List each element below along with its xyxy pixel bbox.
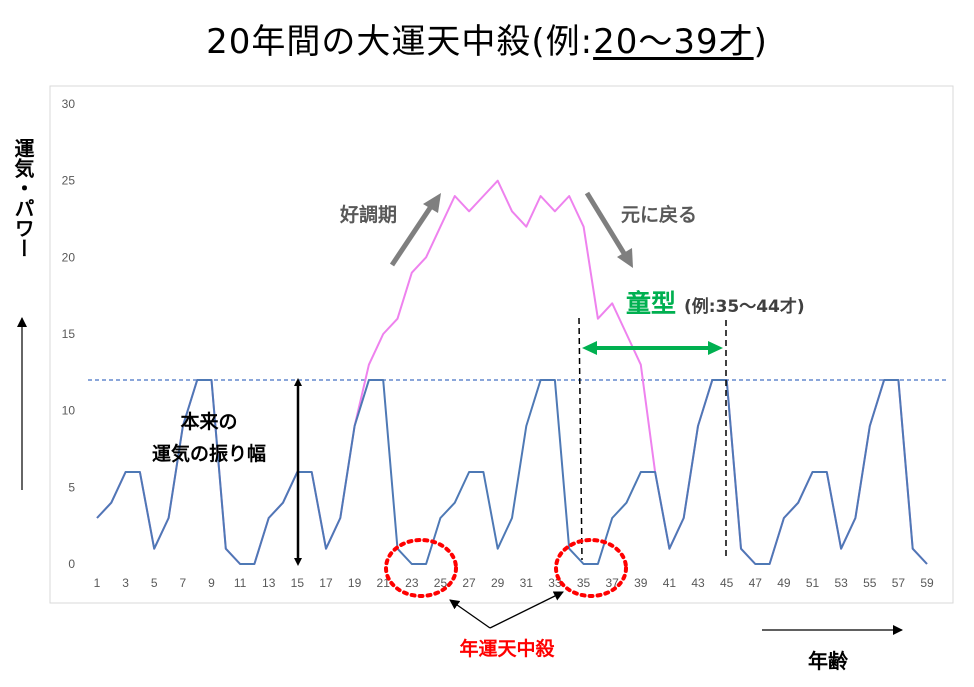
x-tick-label: 39 bbox=[634, 576, 648, 590]
x-tick-label: 41 bbox=[663, 576, 677, 590]
y-tick-label: 0 bbox=[68, 557, 75, 571]
x-tick-label: 17 bbox=[319, 576, 333, 590]
x-tick-label: 15 bbox=[291, 576, 305, 590]
y-tick-label: 30 bbox=[62, 97, 76, 111]
x-tick-label: 45 bbox=[720, 576, 734, 590]
good-period-label: 好調期 bbox=[339, 203, 397, 226]
x-tick-label: 57 bbox=[892, 576, 906, 590]
x-tick-label: 59 bbox=[920, 576, 934, 590]
x-tick-label: 19 bbox=[348, 576, 362, 590]
x-tick-label: 43 bbox=[691, 576, 705, 590]
x-tick-label: 27 bbox=[462, 576, 476, 590]
x-tick-label: 55 bbox=[863, 576, 877, 590]
x-tick-label: 13 bbox=[262, 576, 276, 590]
x-tick-label: 1 bbox=[94, 576, 101, 590]
douke-label: 童型 bbox=[626, 289, 676, 318]
x-tick-label: 11 bbox=[234, 576, 247, 590]
plot-area bbox=[50, 86, 953, 603]
x-tick-label: 47 bbox=[749, 576, 763, 590]
amplitude-label-line1: 本来の bbox=[180, 410, 237, 433]
nen-tenchusatsu-label: 年運天中殺 bbox=[459, 637, 555, 660]
pointer-arrow-1 bbox=[450, 600, 490, 628]
y-tick-label: 20 bbox=[62, 250, 76, 264]
x-tick-label: 7 bbox=[180, 576, 187, 590]
x-tick-label: 31 bbox=[520, 576, 534, 590]
x-tick-label: 49 bbox=[777, 576, 791, 590]
y-tick-label: 5 bbox=[68, 480, 75, 494]
x-tick-label: 3 bbox=[122, 576, 129, 590]
y-tick-label: 15 bbox=[62, 327, 76, 341]
douke-example-label: (例:35〜44才) bbox=[684, 296, 805, 317]
x-tick-label: 51 bbox=[806, 576, 820, 590]
y-tick-label: 10 bbox=[62, 404, 76, 418]
amplitude-label-line2: 運気の振り幅 bbox=[152, 442, 266, 465]
return-label: 元に戻る bbox=[621, 203, 697, 226]
x-tick-label: 35 bbox=[577, 576, 591, 590]
x-tick-label: 53 bbox=[834, 576, 848, 590]
x-tick-label: 29 bbox=[491, 576, 505, 590]
x-tick-label: 5 bbox=[151, 576, 158, 590]
y-tick-label: 25 bbox=[62, 174, 76, 188]
x-tick-label: 9 bbox=[208, 576, 215, 590]
x-tick-label: 23 bbox=[405, 576, 419, 590]
